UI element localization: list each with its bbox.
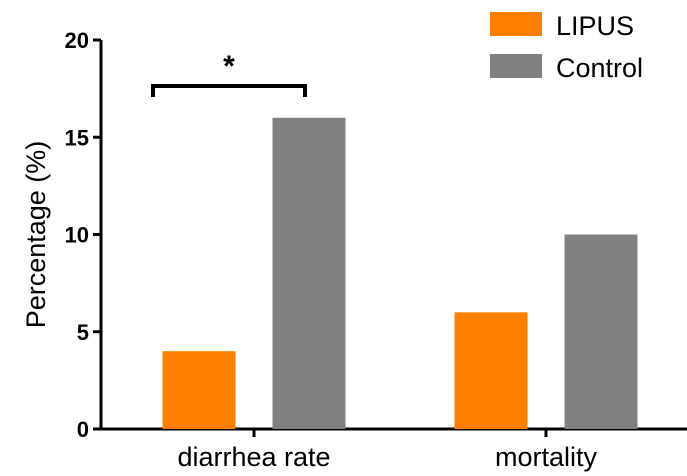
bar-lipus-1 [454,312,528,429]
y-tick-label: 15 [65,125,89,150]
x-tick-label: mortality [495,442,598,472]
legend-label-lipus: LIPUS [556,11,634,41]
significance-bracket [151,84,307,97]
bar-lipus-0 [162,351,236,429]
legend-swatch-lipus [490,12,542,36]
legend: LIPUS Control [490,11,643,83]
bar-control-1 [564,234,638,429]
legend-swatch-control [490,54,542,78]
y-tick-label: 0 [77,417,89,442]
bar-control-0 [272,117,346,430]
significance-star: * [223,50,235,83]
x-tick-label: diarrhea rate [177,442,330,472]
y-axis-label: Percentage (%) [21,141,51,329]
bars [162,117,638,430]
y-tick-label: 20 [65,28,89,53]
y-tick-label: 10 [65,223,89,248]
legend-label-control: Control [556,53,643,83]
y-tick-label: 5 [77,320,89,345]
annotations: * [151,50,307,97]
axes: 0 5 10 15 20 Percentage (%) diarrhea rate morta… [21,28,687,472]
